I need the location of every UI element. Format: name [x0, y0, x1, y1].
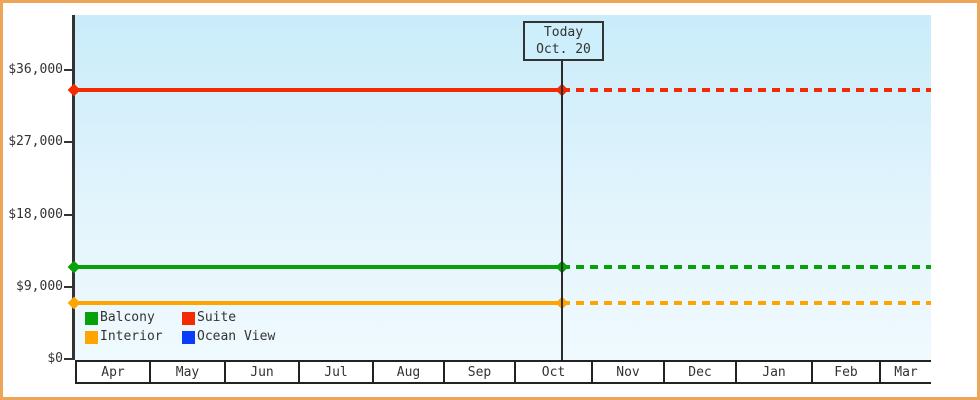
y-axis-line — [72, 15, 75, 360]
x-axis-month-cell-jan: Jan — [735, 360, 811, 384]
series-line-dotted-interior — [562, 300, 931, 305]
x-axis-month-cell-dec: Dec — [663, 360, 735, 384]
legend-label: Balcony — [100, 310, 155, 325]
x-axis-month-cell-jun: Jun — [224, 360, 298, 384]
y-tick-mark — [64, 141, 72, 144]
today-annotation-date: Oct. 20 — [536, 42, 591, 57]
x-axis-month-cell-feb: Feb — [811, 360, 879, 384]
today-vertical-line — [561, 60, 563, 360]
y-tick-mark — [64, 213, 72, 216]
today-annotation-box: Today Oct. 20 — [523, 21, 604, 61]
plot-area — [75, 15, 931, 360]
legend-item-suite: Suite — [182, 311, 275, 325]
y-tick-mark — [64, 69, 72, 71]
legend-item-balcony: Balcony — [85, 311, 182, 325]
y-tick-mark — [64, 358, 72, 360]
series-line-dotted-suite — [562, 88, 931, 93]
legend-label: Ocean View — [197, 329, 276, 344]
y-tick-label: $9,000 — [16, 278, 63, 294]
legend-item-ocean-view: Ocean View — [182, 330, 275, 344]
x-axis-month-cell-oct: Oct — [514, 360, 591, 384]
x-axis-month-cell-may: May — [149, 360, 224, 384]
x-axis-month-cell-sep: Sep — [443, 360, 514, 384]
legend-item-interior: Interior — [85, 330, 182, 344]
legend: Balcony Suite Interior Ocean View — [85, 311, 275, 344]
y-tick-label: $27,000 — [8, 134, 63, 150]
x-axis-month-cell-nov: Nov — [591, 360, 663, 384]
today-annotation-title: Today — [543, 25, 584, 40]
series-line-solid-balcony — [75, 264, 562, 269]
y-tick-label: $18,000 — [8, 206, 63, 222]
x-axis-month-cell-jul: Jul — [298, 360, 372, 384]
legend-swatch-icon — [85, 311, 98, 325]
legend-label: Suite — [197, 310, 237, 325]
legend-swatch-icon — [182, 311, 195, 325]
y-tick-mark — [64, 285, 72, 288]
y-tick-label: $0 — [47, 351, 63, 366]
x-axis-month-cell-apr: Apr — [75, 360, 149, 384]
legend-swatch-icon — [85, 330, 98, 344]
y-tick-label: $36,000 — [8, 62, 63, 77]
series-line-solid-interior — [75, 300, 562, 305]
series-line-solid-suite — [75, 88, 562, 93]
x-axis-month-cell-aug: Aug — [372, 360, 443, 384]
legend-label: Interior — [100, 329, 163, 344]
series-line-dotted-balcony — [562, 264, 931, 269]
legend-swatch-icon — [182, 330, 195, 344]
x-axis-month-cell-mar: Mar — [879, 360, 931, 384]
